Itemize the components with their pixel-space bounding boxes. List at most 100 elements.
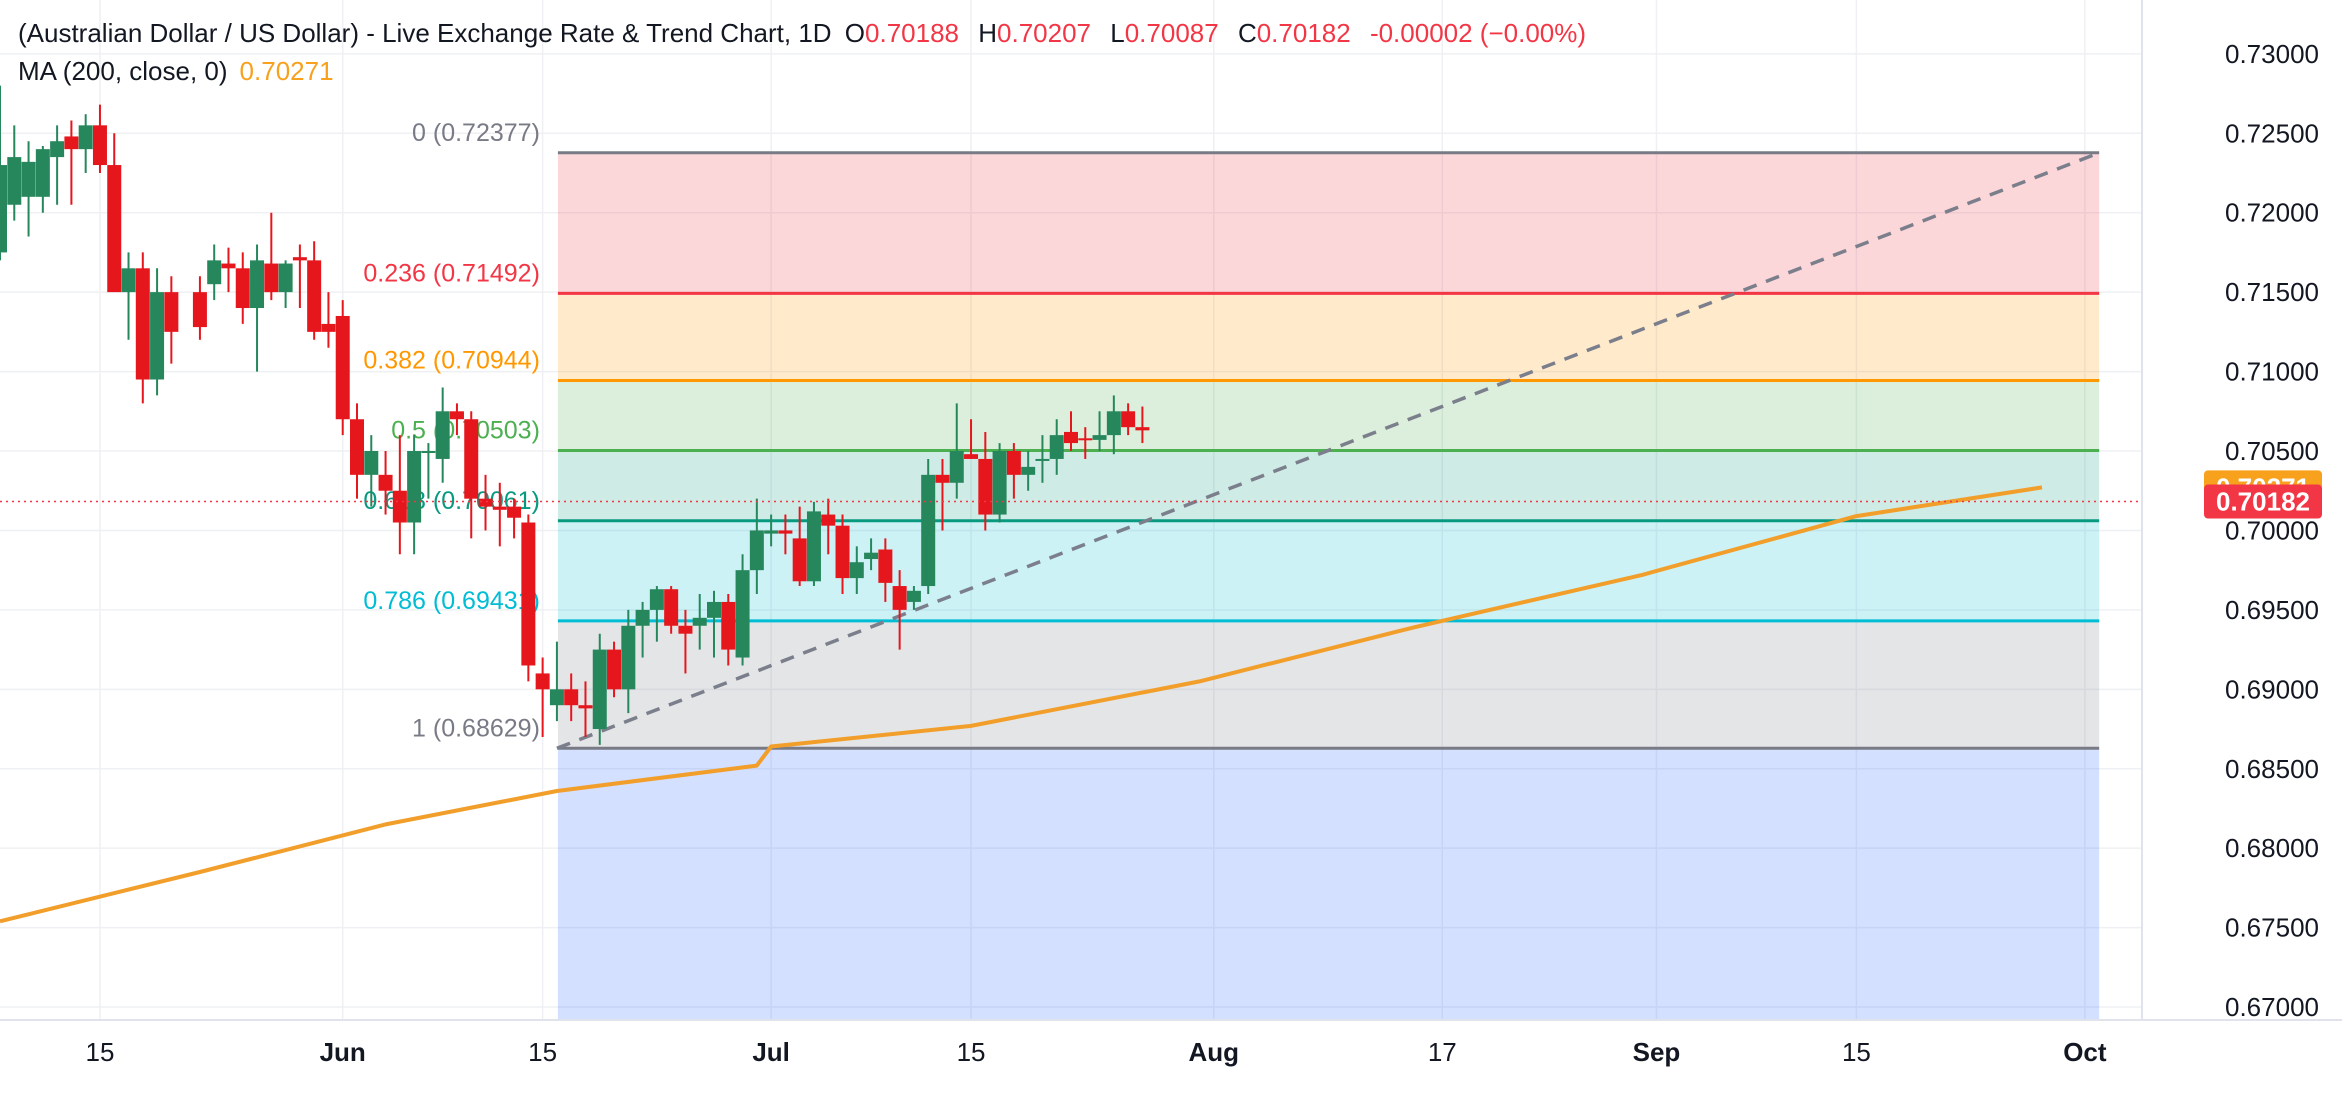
candle-body xyxy=(792,538,807,582)
symbol-title[interactable]: (Australian Dollar / US Dollar) - Live E… xyxy=(18,18,832,48)
close-price-tag-text: 0.70182 xyxy=(2216,487,2310,517)
close-value: 0.70182 xyxy=(1256,18,1351,48)
x-tick-label: 15 xyxy=(85,1037,114,1067)
candle-body xyxy=(992,451,1007,515)
candle-body xyxy=(235,268,250,309)
candle-body xyxy=(607,649,622,690)
candle-body xyxy=(307,260,322,332)
fib-level-label: 0.382 (0.70944) xyxy=(363,346,540,374)
x-tick-label: Jul xyxy=(752,1037,790,1067)
axes: 0.73000 0.72500 0.72000 0.71500 0.71000 0.705… xyxy=(0,0,2342,1067)
y-tick-label: 0.67500 xyxy=(2225,913,2319,943)
x-tick-label: 15 xyxy=(1842,1037,1871,1067)
candle-body xyxy=(521,522,536,666)
candle-body xyxy=(806,511,821,582)
ma-legend[interactable]: MA (200, close, 0) 0.70271 xyxy=(18,56,340,87)
x-tick-label: Sep xyxy=(1633,1037,1681,1067)
candle-body xyxy=(649,589,664,610)
candle-body xyxy=(906,590,921,602)
y-tick-label: 0.71500 xyxy=(2225,277,2319,307)
candle-body xyxy=(578,705,593,709)
candle-body xyxy=(0,165,7,253)
change-value: -0.00002 (−0.00%) xyxy=(1369,18,1587,48)
candle-body xyxy=(764,530,779,534)
candle-body xyxy=(1135,427,1150,431)
candles[interactable] xyxy=(0,85,1150,745)
symbol-legend[interactable]: (Australian Dollar / US Dollar) - Live E… xyxy=(18,18,1592,49)
candle-body xyxy=(1078,438,1093,441)
candle-body xyxy=(878,549,893,583)
x-tick-label: Jun xyxy=(320,1037,366,1067)
trend-line[interactable] xyxy=(556,151,2100,750)
candle-body xyxy=(364,451,379,475)
candle-body xyxy=(707,601,721,618)
candle-body xyxy=(335,315,350,420)
candle-body xyxy=(135,268,150,380)
candle-body xyxy=(949,451,964,483)
fib-level-label: 1 (0.68629) xyxy=(412,714,540,742)
fib-level-label: 0.786 (0.69431) xyxy=(363,587,540,615)
fib-level-label: 0 (0.72377) xyxy=(412,119,540,147)
y-tick-label: 0.70500 xyxy=(2225,436,2319,466)
fibonacci-zones xyxy=(557,152,2100,1020)
candle-body xyxy=(35,149,50,197)
candle-body xyxy=(150,292,165,380)
candle-body xyxy=(678,625,693,634)
ma-label[interactable]: MA (200, close, 0) xyxy=(18,56,228,86)
x-tick-label: Aug xyxy=(1189,1037,1240,1067)
candle-body xyxy=(721,601,736,650)
candle-body xyxy=(1049,435,1064,459)
candle-body xyxy=(50,141,65,158)
candle-body xyxy=(835,525,850,579)
candle-body xyxy=(1092,435,1107,440)
candle-body xyxy=(478,498,493,507)
y-tick-label: 0.69500 xyxy=(2225,595,2319,625)
candle-body xyxy=(821,514,836,526)
high-value: 0.70207 xyxy=(997,18,1092,48)
candle-body xyxy=(535,673,550,690)
fib-zone xyxy=(557,152,2100,294)
candle-body xyxy=(735,570,750,658)
price-tags: 0.702710.70182 xyxy=(2204,470,2322,519)
low-key: L xyxy=(1110,18,1125,48)
candle-body xyxy=(92,125,107,166)
candle-body xyxy=(107,165,122,293)
candle-body xyxy=(664,589,679,626)
ma-200-series[interactable] xyxy=(0,485,2043,924)
candle-body xyxy=(935,474,950,483)
fib-level-label: 0.236 (0.71492) xyxy=(363,259,540,287)
x-tick-label: 15 xyxy=(528,1037,557,1067)
candle-body xyxy=(778,530,793,534)
ma-value: 0.70271 xyxy=(239,56,334,86)
candle-body xyxy=(464,419,479,499)
candle-body xyxy=(378,474,393,491)
y-tick-label: 0.71000 xyxy=(2225,357,2319,387)
x-tick-label: 15 xyxy=(957,1037,986,1067)
candle-body xyxy=(921,474,936,587)
fib-zone xyxy=(557,520,2100,621)
candle-body xyxy=(121,268,136,293)
close-price-tag-bg xyxy=(2204,484,2322,519)
candle-body xyxy=(964,454,979,459)
high-key: H xyxy=(978,18,998,48)
close-key: C xyxy=(1237,18,1257,48)
candle-body xyxy=(221,263,236,269)
candle-body xyxy=(749,530,764,571)
y-tick-label: 0.72500 xyxy=(2225,118,2319,148)
candle-body xyxy=(292,257,307,261)
candle-body xyxy=(250,260,265,309)
candle-body xyxy=(1106,411,1121,436)
candle-body xyxy=(64,136,79,150)
candle-body xyxy=(1121,411,1136,428)
y-tick-label: 0.68500 xyxy=(2225,754,2319,784)
candle-body xyxy=(321,323,336,332)
open-value: 0.70188 xyxy=(865,18,960,48)
candle-body xyxy=(507,506,522,518)
candle-body xyxy=(7,157,22,205)
candle-body xyxy=(435,411,450,459)
y-tick-label: 0.70000 xyxy=(2225,515,2319,545)
dashed-trend-line xyxy=(556,151,2100,750)
x-tick-label: 17 xyxy=(1428,1037,1457,1067)
